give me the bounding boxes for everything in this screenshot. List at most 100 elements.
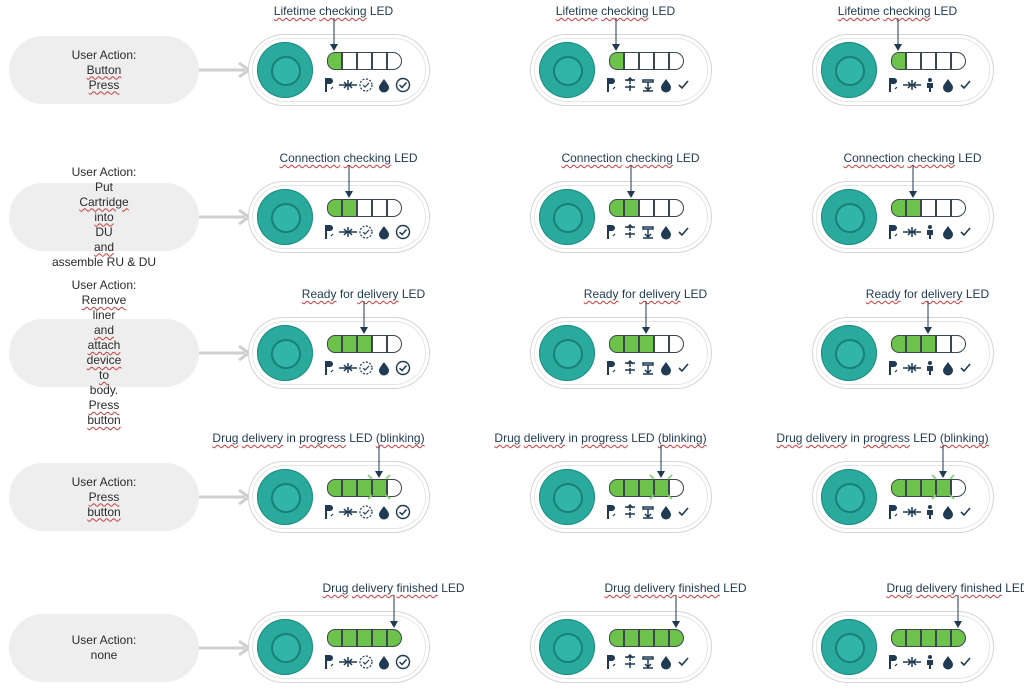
attach-icon — [642, 506, 654, 519]
device-variant-3 — [812, 317, 994, 389]
led-1 — [327, 335, 342, 353]
led-label: Ready for delivery LED — [865, 287, 990, 301]
led-2 — [624, 479, 639, 497]
device-button[interactable] — [821, 42, 877, 98]
button-ring-icon — [553, 339, 583, 369]
device-button[interactable] — [257, 42, 313, 98]
drop-icon — [943, 506, 953, 520]
led-2 — [342, 52, 357, 70]
cartridge-icon — [889, 361, 898, 375]
assemble-icon — [625, 504, 635, 518]
connect-icon — [903, 363, 921, 373]
led-1 — [609, 335, 624, 353]
led-5 — [669, 52, 684, 70]
device-button[interactable] — [821, 469, 877, 525]
device-button[interactable] — [539, 325, 595, 381]
drop-icon — [379, 656, 389, 670]
button-ring-icon — [835, 633, 865, 663]
check-dashed-icon — [359, 505, 373, 519]
led-5 — [951, 52, 966, 70]
person-icon — [927, 505, 933, 519]
led-4 — [936, 335, 951, 353]
led-5 — [951, 335, 966, 353]
led-1 — [891, 629, 906, 647]
led-3 — [357, 52, 372, 70]
device-button[interactable] — [539, 189, 595, 245]
check-icon — [395, 504, 411, 520]
led-1 — [609, 479, 624, 497]
device-variant-1 — [248, 317, 430, 389]
connect-icon — [903, 80, 921, 90]
check-dashed-icon — [359, 225, 373, 239]
led-3 — [357, 629, 372, 647]
button-ring-icon — [553, 56, 583, 86]
led-2 — [624, 335, 639, 353]
led-2 — [624, 52, 639, 70]
device-button[interactable] — [257, 189, 313, 245]
led-4 — [654, 199, 669, 217]
led-label: Lifetime checking LED — [273, 4, 394, 18]
device-variant-3 — [812, 181, 994, 253]
device-variant-2 — [530, 317, 712, 389]
blink-rays-icon — [648, 474, 673, 500]
user-action-line: Button Press — [86, 62, 122, 92]
led-pointer-arrow — [344, 165, 353, 198]
device-button[interactable] — [821, 325, 877, 381]
cartridge-icon — [889, 78, 898, 92]
connect-icon — [339, 363, 357, 373]
attach-icon — [642, 79, 654, 92]
attach-icon — [642, 656, 654, 669]
user-action-pill: User Action: Put Cartridge into DU and ass… — [9, 165, 199, 269]
device-variant-3 — [812, 34, 994, 106]
led-label: Connection checking LED — [843, 151, 982, 165]
device-button[interactable] — [539, 619, 595, 675]
device-variant-1 — [248, 461, 430, 533]
led-1 — [327, 479, 342, 497]
led-label: Drug delivery finished LED — [604, 581, 747, 595]
device-button[interactable] — [257, 325, 313, 381]
device-button[interactable] — [821, 619, 877, 675]
check-icon — [678, 507, 689, 517]
connect-icon — [339, 227, 357, 237]
button-ring-icon — [271, 203, 301, 233]
cartridge-icon — [889, 225, 898, 239]
check-icon — [395, 360, 411, 376]
device-button[interactable] — [539, 42, 595, 98]
device-button[interactable] — [821, 189, 877, 245]
person-icon — [927, 78, 933, 92]
check-dashed-icon — [359, 78, 373, 92]
led-2 — [906, 335, 921, 353]
led-3 — [921, 199, 936, 217]
check-icon — [678, 657, 689, 667]
device-button[interactable] — [257, 469, 313, 525]
led-5 — [951, 199, 966, 217]
led-pointer-arrow — [641, 301, 650, 334]
led-4 — [372, 629, 387, 647]
led-3 — [357, 199, 372, 217]
led-2 — [342, 335, 357, 353]
person-icon — [927, 361, 933, 375]
device-variant-1 — [248, 181, 430, 253]
user-action-line: User Action: — [71, 633, 137, 647]
led-pointer-arrow — [923, 301, 932, 334]
person-icon — [927, 655, 933, 669]
led-5 — [669, 199, 684, 217]
led-label: Drug delivery in progress LED (blinking) — [776, 431, 989, 445]
device-button[interactable] — [539, 469, 595, 525]
device-button[interactable] — [257, 619, 313, 675]
led-4 — [936, 52, 951, 70]
flow-arrow — [199, 208, 252, 226]
cartridge-icon — [607, 655, 616, 669]
led-1 — [609, 199, 624, 217]
check-icon — [395, 654, 411, 670]
user-action-pill: User Action: Press button — [9, 463, 199, 531]
led-pointer-arrow — [938, 445, 947, 478]
attach-icon — [642, 362, 654, 375]
led-label: Connection checking LED — [279, 151, 418, 165]
connect-icon — [903, 657, 921, 667]
drop-icon — [661, 506, 671, 520]
led-pointer-arrow — [671, 595, 680, 628]
assemble-icon — [625, 77, 635, 91]
button-ring-icon — [553, 633, 583, 663]
button-ring-icon — [835, 483, 865, 513]
